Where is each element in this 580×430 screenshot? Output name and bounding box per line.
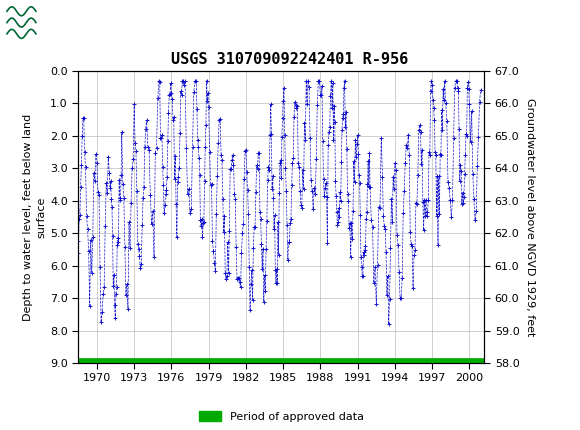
FancyBboxPatch shape <box>6 4 38 41</box>
Text: USGS: USGS <box>44 13 103 32</box>
Y-axis label: Depth to water level, feet below land
surface: Depth to water level, feet below land su… <box>23 114 46 321</box>
Y-axis label: Groundwater level above NGVD 1929, feet: Groundwater level above NGVD 1929, feet <box>525 98 535 336</box>
Legend: Period of approved data: Period of approved data <box>199 412 364 422</box>
Text: USGS 310709092242401 R-956: USGS 310709092242401 R-956 <box>171 52 409 67</box>
